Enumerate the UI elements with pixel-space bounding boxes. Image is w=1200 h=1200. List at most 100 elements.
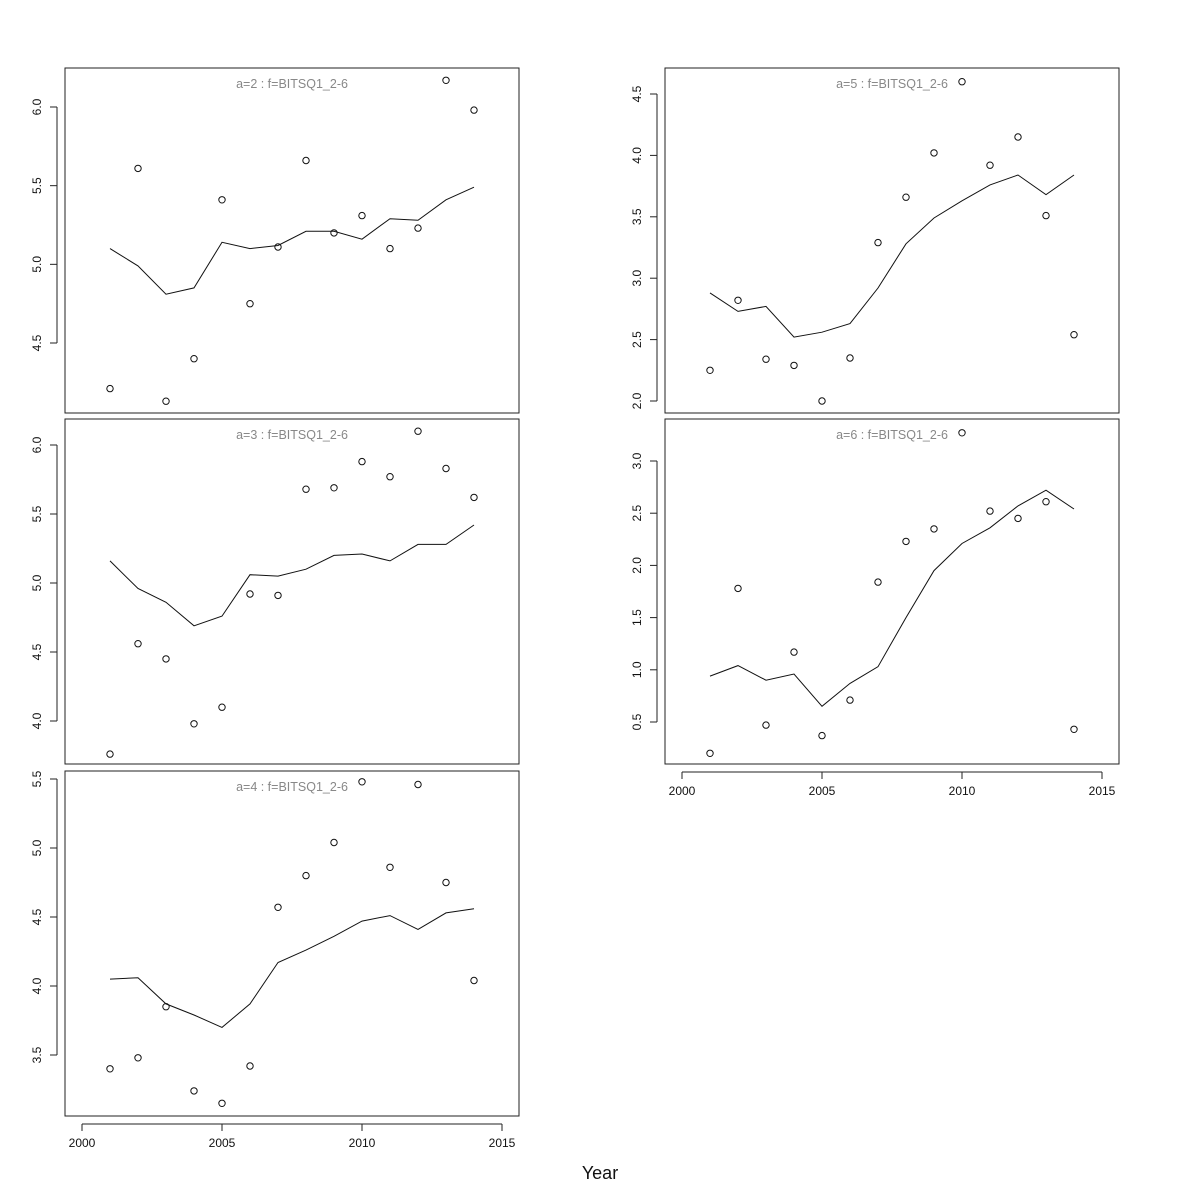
observation-point [330,484,338,492]
observation-point [930,525,938,533]
y-tick-label: 4.0 [30,712,44,729]
panel-title: a=3 : f=BITSQ1_2-6 [236,428,348,442]
observation-point [846,696,854,704]
panel-title: a=2 : f=BITSQ1_2-6 [236,77,348,91]
fitted-line [109,186,475,295]
observation-point [414,224,422,232]
y-tick-label: 4.5 [30,908,44,925]
y-tick-label: 2.5 [630,505,644,522]
x-tick-label: 2005 [809,784,836,798]
observation-point [874,578,882,586]
y-tick-label: 4.0 [30,977,44,994]
panel-title: a=6 : f=BITSQ1_2-6 [836,428,948,442]
panel-a4: a=4 : f=BITSQ1_2-6 3.5 4.0 4.5 5.0 5.5 2000 200… [30,770,520,1150]
observation-point [846,354,854,362]
x-tick-label: 2000 [69,1136,96,1150]
observation-point [274,903,282,911]
x-tick-label: 2015 [489,1136,516,1150]
plot-frame [664,418,1120,765]
observation-point [706,366,714,374]
y-tick-label: 4.5 [30,643,44,660]
fitted-line [109,908,475,1028]
y-tick-label: 5.5 [30,177,44,194]
observation-point [902,193,910,201]
observation-point [302,485,310,493]
y-tick-label: 2.0 [630,557,644,574]
observation-point [246,300,254,308]
y-tick-label: 2.5 [630,331,644,348]
observation-point [190,720,198,728]
panel-title: a=4 : f=BITSQ1_2-6 [236,780,348,794]
panel-a6: a=6 : f=BITSQ1_2-6 0.5 1.0 1.5 2.0 2.5 3.0 2000… [630,418,1120,798]
observation-point [358,778,366,786]
observation-point [246,1062,254,1070]
observation-point [874,238,882,247]
observation-point [218,1099,226,1108]
y-tick-label: 5.0 [30,839,44,856]
observation-point [986,507,994,515]
x-tick-label: 2005 [209,1136,236,1150]
observation-point [1042,498,1050,506]
observation-point [274,591,282,600]
observation-point [442,878,450,887]
plot-frame [64,770,520,1117]
observation-point [330,229,338,237]
observation-point [790,361,798,370]
fitted-line [109,524,475,627]
x-tick-label: 2010 [349,1136,376,1150]
observation-point [358,457,366,466]
observation-point [734,296,742,304]
y-tick-label: 0.5 [630,713,644,730]
observation-point [790,648,798,656]
observation-point [246,590,254,598]
observation-point [302,871,310,880]
observation-point [134,640,142,648]
observation-point [734,584,742,593]
observation-point [106,384,114,393]
observation-point [218,703,226,711]
observation-point [414,427,422,435]
observation-point [1070,331,1078,339]
fitted-line [709,489,1075,707]
observation-point [1014,133,1022,141]
observation-point [470,976,478,985]
observation-point [1070,725,1078,733]
y-tick-label: 4.0 [630,147,644,164]
plot-frame [64,418,520,765]
panel-a3: a=3 : f=BITSQ1_2-6 4.0 4.5 5.0 5.5 6.0 [30,418,520,765]
y-tick-label: 5.5 [30,505,44,522]
observation-point [106,750,114,758]
plot-frame [664,67,1120,414]
y-tick-label: 3.5 [30,1046,44,1063]
observation-point [1014,514,1022,523]
observation-point [134,164,142,173]
observation-point [162,397,170,405]
observation-point [818,397,826,405]
observation-point [442,76,450,85]
y-tick-label: 1.0 [630,661,644,678]
observation-point [190,355,198,363]
observation-point [386,473,394,481]
observation-point [762,355,770,363]
observation-point [386,244,394,253]
y-tick-label: 5.0 [30,256,44,273]
observation-point [958,78,966,86]
plot-frame [64,67,520,414]
observation-point [470,106,478,114]
y-tick-label: 4.5 [30,334,44,351]
observation-point [1042,211,1050,220]
observation-point [106,1065,114,1073]
observation-point [930,149,938,157]
x-tick-label: 2015 [1089,784,1116,798]
y-tick-label: 5.0 [30,574,44,591]
fitted-line [709,174,1075,338]
y-tick-label: 2.0 [630,392,644,409]
observation-point [386,863,394,871]
panel-a5: a=5 : f=BITSQ1_2-6 2.0 2.5 3.0 3.5 4.0 4.5 [630,67,1120,414]
observation-point [902,537,910,546]
y-tick-label: 6.0 [30,98,44,115]
observation-point [218,196,226,204]
observation-point [302,156,310,165]
observation-point [442,464,450,473]
